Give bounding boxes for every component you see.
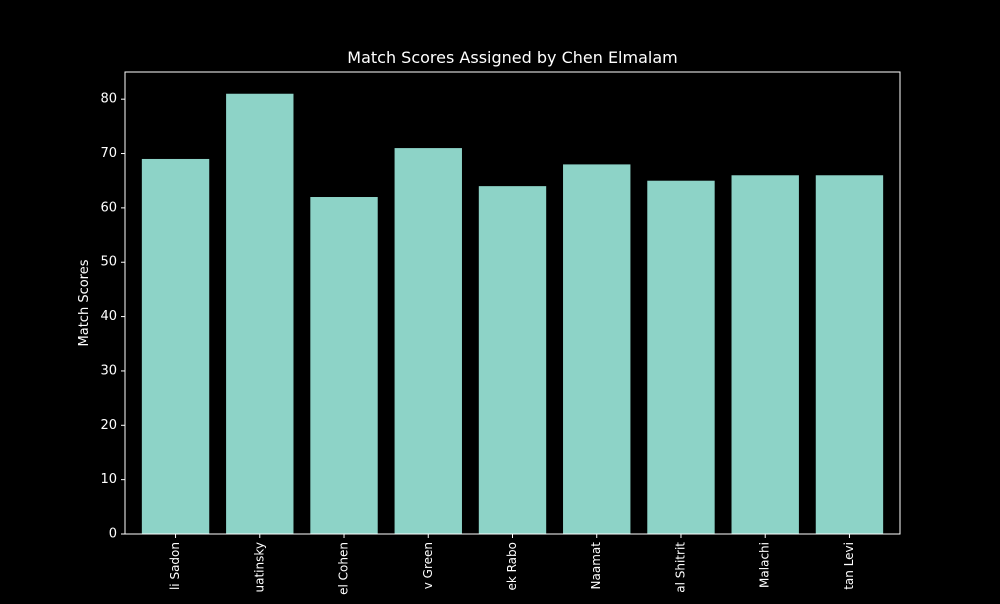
y-tick-label: 50 bbox=[100, 255, 117, 270]
y-tick-label: 80 bbox=[100, 92, 117, 107]
y-axis-label: Match Scores bbox=[77, 259, 92, 346]
x-tick-label: Malachi bbox=[758, 542, 772, 588]
bar-4 bbox=[394, 148, 462, 534]
x-tick-label: li Sadon bbox=[168, 542, 182, 590]
x-tick-label: al Shitrit bbox=[673, 542, 687, 593]
bars-layer bbox=[141, 93, 884, 535]
y-tick-label: 0 bbox=[109, 527, 117, 542]
bar-3 bbox=[310, 197, 378, 534]
x-tick-label: el Cohen bbox=[337, 542, 351, 595]
bar-7 bbox=[647, 180, 715, 534]
x-tick-label: tan Levi bbox=[842, 542, 856, 590]
bar-8 bbox=[731, 175, 799, 534]
chart-title: Match Scores Assigned by Chen Elmalam bbox=[347, 48, 677, 67]
x-tick-label: v Green bbox=[421, 542, 435, 589]
y-tick-label: 40 bbox=[100, 309, 117, 324]
y-tick-label: 20 bbox=[100, 418, 117, 433]
y-tick-label: 10 bbox=[100, 472, 117, 487]
bar-2 bbox=[226, 93, 294, 535]
bar-9 bbox=[815, 175, 884, 534]
y-tick-label: 60 bbox=[100, 200, 117, 215]
x-tick-label: uatinsky bbox=[252, 542, 266, 592]
bar-6 bbox=[563, 164, 631, 534]
bar-5 bbox=[478, 186, 547, 534]
x-axis: li Sadon uatinsky el Cohen v Green ek Rabo Na… bbox=[168, 534, 856, 595]
x-tick-label: ek Rabo bbox=[505, 542, 519, 591]
bar-1 bbox=[141, 158, 210, 534]
y-axis: 0 10 20 30 40 50 60 70 80 bbox=[100, 92, 125, 542]
x-tick-label: Naamat bbox=[589, 542, 603, 590]
y-tick-label: 70 bbox=[100, 146, 117, 161]
y-tick-label: 30 bbox=[100, 363, 117, 378]
